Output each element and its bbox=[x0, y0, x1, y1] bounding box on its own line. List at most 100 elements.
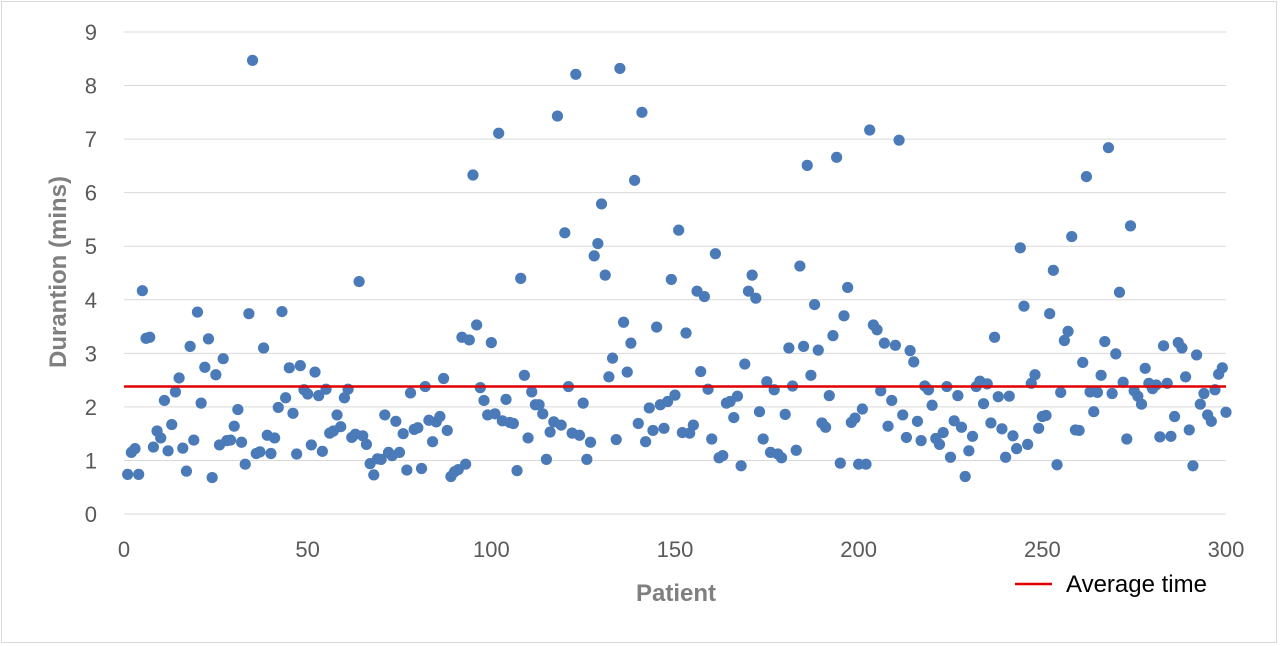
x-tick-label: 200 bbox=[840, 537, 877, 562]
data-point bbox=[412, 422, 424, 434]
data-point bbox=[709, 248, 722, 260]
data-point bbox=[169, 386, 182, 398]
data-point bbox=[1205, 415, 1217, 427]
data-point bbox=[1150, 379, 1162, 391]
data-point bbox=[1168, 410, 1181, 423]
data-point bbox=[1077, 356, 1089, 369]
data-point bbox=[1113, 286, 1126, 298]
y-tick-label: 1 bbox=[85, 448, 97, 473]
data-point bbox=[985, 417, 997, 429]
data-point bbox=[731, 390, 744, 402]
data-point bbox=[265, 447, 277, 460]
data-point bbox=[625, 337, 637, 349]
data-point bbox=[1047, 264, 1059, 276]
data-point bbox=[728, 412, 740, 424]
data-point bbox=[742, 285, 755, 297]
data-point bbox=[129, 443, 141, 455]
data-point bbox=[933, 438, 946, 450]
data-point bbox=[944, 451, 957, 463]
data-point bbox=[1066, 230, 1078, 243]
data-point bbox=[155, 432, 167, 444]
data-point bbox=[757, 433, 769, 445]
x-tick-label: 0 bbox=[118, 537, 130, 562]
data-point bbox=[441, 424, 453, 437]
data-point bbox=[952, 390, 964, 402]
data-point bbox=[533, 399, 545, 411]
data-point bbox=[662, 395, 674, 408]
data-point bbox=[144, 331, 156, 343]
data-point bbox=[584, 436, 597, 448]
data-point bbox=[1187, 460, 1199, 472]
data-point bbox=[595, 198, 608, 210]
data-point bbox=[790, 444, 802, 456]
data-point bbox=[393, 446, 406, 459]
data-point bbox=[820, 421, 832, 433]
data-point bbox=[537, 408, 549, 420]
data-point bbox=[1099, 335, 1111, 348]
data-point bbox=[904, 345, 916, 357]
data-point bbox=[1018, 300, 1030, 312]
data-point bbox=[808, 298, 821, 311]
data-point bbox=[948, 415, 960, 427]
x-tick-label: 250 bbox=[1024, 537, 1061, 562]
data-point bbox=[1022, 438, 1034, 450]
data-point bbox=[360, 438, 373, 450]
data-point bbox=[173, 372, 185, 384]
data-point bbox=[937, 426, 949, 439]
data-point bbox=[1191, 349, 1203, 361]
data-point bbox=[606, 352, 619, 364]
data-point bbox=[570, 68, 582, 80]
y-axis-title: Durantion (mins) bbox=[45, 176, 72, 368]
y-tick-label: 5 bbox=[85, 234, 97, 259]
data-point bbox=[188, 434, 200, 446]
data-point bbox=[581, 453, 593, 465]
data-point bbox=[643, 402, 655, 414]
gridlines bbox=[124, 31, 1226, 515]
data-point bbox=[801, 159, 813, 171]
data-point bbox=[133, 468, 145, 480]
data-point bbox=[544, 426, 556, 438]
data-point bbox=[180, 465, 193, 477]
data-point bbox=[834, 457, 846, 469]
data-point bbox=[199, 361, 211, 373]
data-point bbox=[540, 453, 553, 465]
data-point bbox=[276, 305, 288, 318]
data-point bbox=[955, 421, 968, 433]
data-point bbox=[977, 398, 990, 410]
data-point bbox=[287, 407, 299, 419]
data-point bbox=[628, 174, 641, 186]
data-point bbox=[551, 110, 564, 122]
data-point bbox=[257, 342, 270, 354]
data-point bbox=[1029, 369, 1041, 381]
data-point bbox=[827, 330, 839, 342]
data-point bbox=[838, 310, 850, 322]
data-point bbox=[202, 333, 215, 345]
data-point bbox=[434, 410, 446, 423]
data-point bbox=[309, 366, 321, 378]
data-point bbox=[886, 394, 898, 407]
y-tick-label: 3 bbox=[85, 341, 97, 366]
data-point bbox=[191, 306, 204, 318]
data-point bbox=[805, 369, 817, 381]
data-point bbox=[353, 275, 365, 288]
data-point bbox=[379, 409, 391, 421]
data-point bbox=[680, 327, 692, 339]
data-point bbox=[291, 448, 303, 460]
data-point bbox=[695, 365, 707, 378]
data-point bbox=[599, 269, 611, 281]
data-point bbox=[239, 458, 251, 470]
data-point bbox=[1091, 386, 1104, 399]
data-point bbox=[761, 376, 773, 388]
data-point bbox=[485, 337, 497, 349]
y-tick-label: 9 bbox=[85, 20, 97, 45]
data-point bbox=[316, 445, 328, 457]
data-point bbox=[632, 417, 644, 430]
data-point bbox=[460, 458, 472, 470]
data-point bbox=[588, 250, 600, 262]
data-point bbox=[893, 134, 905, 146]
data-point bbox=[897, 409, 909, 421]
x-tick-label: 150 bbox=[657, 537, 694, 562]
data-point bbox=[640, 436, 652, 448]
